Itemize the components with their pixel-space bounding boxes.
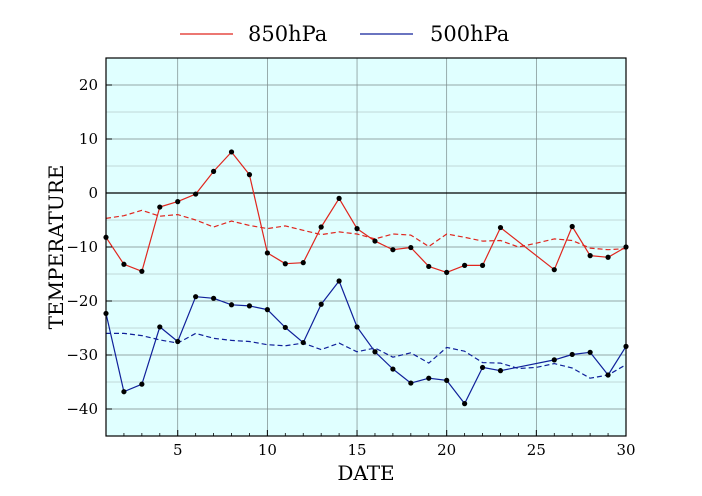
data-point-850hpa (175, 199, 181, 205)
data-point-850hpa (300, 260, 306, 266)
x-tick-label: 5 (173, 441, 183, 459)
plot-frame (105, 57, 627, 437)
data-point-500hpa (605, 372, 611, 378)
data-point-500hpa (175, 338, 181, 345)
data-point-850hpa (121, 261, 127, 267)
data-point-850hpa (372, 238, 378, 244)
series-line-500hpa-normal (106, 332, 627, 379)
data-point-850hpa (497, 224, 504, 231)
data-point-500hpa (408, 380, 414, 386)
series-layer (103, 149, 629, 407)
y-tick-label: 10 (79, 130, 98, 148)
data-point-850hpa (551, 267, 557, 273)
x-tick-label: 10 (258, 441, 277, 459)
data-point-500hpa (246, 303, 253, 309)
data-point-850hpa (210, 168, 217, 174)
data-point-500hpa (264, 307, 270, 313)
data-point-850hpa (336, 195, 342, 201)
data-point-500hpa (336, 278, 342, 284)
series-line-500hpa (105, 280, 627, 405)
data-point-850hpa (569, 223, 575, 230)
data-point-850hpa (246, 172, 253, 178)
data-point-500hpa (354, 324, 360, 330)
data-point-500hpa (121, 389, 127, 395)
data-point-850hpa (354, 226, 360, 232)
data-point-500hpa (551, 357, 557, 363)
data-point-500hpa (228, 302, 235, 308)
data-point-500hpa (139, 381, 145, 387)
y-tick-label: −10 (66, 238, 98, 256)
data-point-500hpa (497, 368, 504, 374)
data-point-500hpa (390, 366, 396, 372)
legend-label-500hPa: 500hPa (430, 22, 509, 46)
data-point-500hpa (479, 364, 486, 371)
data-point-850hpa (228, 149, 235, 155)
data-point-850hpa (139, 268, 145, 274)
series-line-850hpa (105, 151, 627, 273)
data-point-500hpa (282, 324, 288, 331)
data-point-850hpa (587, 253, 593, 259)
data-point-850hpa (157, 204, 163, 210)
x-tick-label: 30 (616, 441, 635, 459)
data-point-850hpa (605, 254, 611, 260)
data-point-850hpa (193, 191, 199, 197)
data-point-850hpa (462, 262, 468, 268)
legend-label-850hPa: 850hPa (248, 22, 327, 46)
y-tick-label: 20 (79, 76, 98, 94)
x-tick-label: 25 (527, 441, 546, 459)
y-tick-label: −40 (66, 400, 98, 418)
data-point-850hpa (426, 263, 432, 270)
series-line-850hpa-normal (105, 209, 627, 251)
x-axis-label: DATE (337, 461, 394, 485)
data-point-850hpa (390, 247, 396, 253)
data-point-500hpa (193, 294, 199, 300)
y-tick-label: −30 (66, 346, 98, 364)
y-tick-label: 0 (88, 184, 98, 202)
legend: 850hPa 500hPa (180, 22, 509, 46)
x-tick-label: 20 (437, 441, 456, 459)
data-point-500hpa (426, 375, 432, 381)
data-point-850hpa (408, 244, 414, 251)
y-axis-label: TEMPERATURE (44, 165, 68, 330)
data-point-850hpa (479, 262, 486, 268)
data-point-500hpa (300, 339, 306, 346)
data-point-500hpa (569, 351, 575, 358)
data-point-500hpa (157, 324, 163, 330)
data-point-500hpa (444, 377, 450, 383)
y-tick-label: −20 (66, 292, 98, 310)
data-point-500hpa (210, 295, 217, 301)
data-point-500hpa (587, 349, 593, 355)
data-point-850hpa (318, 224, 324, 230)
data-point-500hpa (462, 401, 468, 407)
data-point-500hpa (372, 349, 378, 355)
x-tick-label: 15 (347, 441, 366, 459)
data-point-850hpa (282, 261, 288, 267)
grid (106, 57, 627, 437)
data-point-850hpa (444, 269, 450, 275)
data-point-500hpa (318, 301, 324, 307)
data-point-850hpa (264, 250, 270, 256)
